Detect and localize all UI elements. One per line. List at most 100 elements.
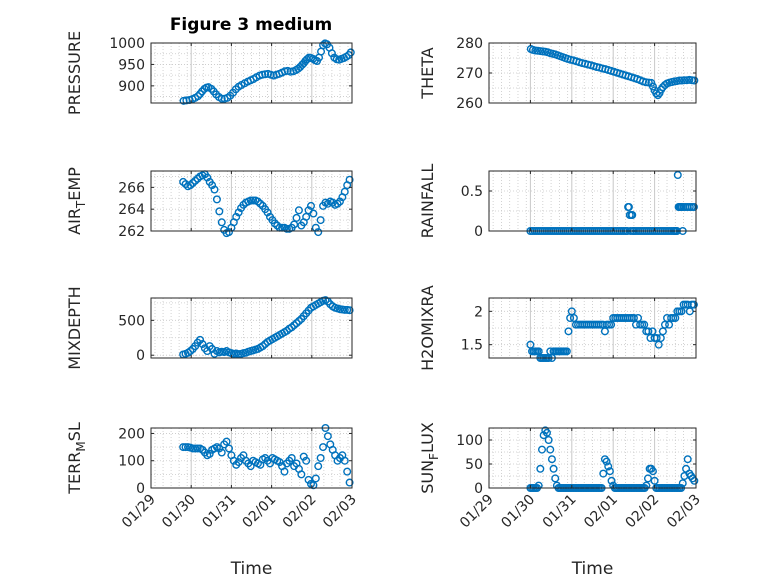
data-point [690,76,699,85]
x-axis-label: Time [571,559,614,579]
x-tick-label: 02/02 [623,492,663,532]
x-tick-label: 01/29 [119,492,159,532]
y-axis-label: TERRMSL [65,422,88,495]
data-point [224,228,233,237]
data-point [232,212,241,221]
data-point [253,197,262,206]
data-point [191,444,200,453]
data-point [217,94,226,103]
y-tick-label: 900 [118,79,145,95]
y-tick-label: 100 [456,433,483,449]
axes-box [150,427,353,489]
data-point [624,202,633,211]
data-point [273,221,282,230]
y-tick-label: 0.5 [461,184,483,200]
y-axis-label: SUNFLUX [418,422,441,494]
data-point [690,476,699,485]
data-point [605,467,614,476]
axes-box [150,170,353,232]
data-point [316,216,325,225]
data-point [234,208,243,217]
data-point [549,464,558,473]
data-point [249,196,258,205]
y-tick-label: 280 [456,36,483,52]
data-point [212,195,221,204]
y-tick-label: 1.5 [461,338,483,354]
y-tick-label: 0 [474,224,483,240]
data-point [215,444,224,453]
data-point [544,436,553,445]
subplot-theta: 260 270 280 THETA [418,36,699,112]
data-point [306,201,315,210]
subplot-sun-flux: 0 50 100 SUNFLUX 01/29 01/30 01/31 02/01 02/02 02… [418,422,704,579]
data-point [602,457,611,466]
data-point [650,476,659,485]
subplot-mixdepth: 0 500 MIXDEPTH [65,286,354,370]
subplot-air-temp: 262 264 266 AIRTEMP [65,167,354,240]
data-point [282,224,291,233]
data-point [340,456,349,465]
y-tick-label: 1000 [109,36,145,52]
data-point [534,481,543,490]
figure-title: Figure 3 medium [170,15,332,35]
data-point [319,443,328,452]
data-point [564,327,573,336]
data-point [275,458,284,467]
data-point [304,475,313,484]
data-point [680,76,689,85]
data-point [628,210,637,219]
data-point [673,170,682,179]
data-point [648,467,657,476]
y-tick-label: 50 [465,457,483,473]
data-point [261,70,270,79]
data-point [181,443,190,452]
data-point [333,199,342,208]
data-point [683,455,692,464]
data-point [270,219,279,228]
axes-box [488,170,697,232]
data-point [335,197,344,206]
data-point [689,202,698,211]
data-point [215,207,224,216]
subplot-pressure: 900 950 1000 PRESSURE [65,31,355,115]
data-point [292,213,301,222]
x-axis-label: Time [230,559,273,579]
y-tick-label: 200 [118,426,145,442]
y-tick-label: 266 [118,180,145,196]
data-point [258,70,267,79]
x-tick-label: 02/02 [280,492,320,532]
data-point [217,218,226,227]
data-point [186,347,195,356]
data-point [641,78,650,87]
subplot-rainfall: 0 0.5 RAINFALL [418,164,698,240]
data-point [607,476,616,485]
data-point [542,428,551,437]
data-point [547,455,556,464]
data-point [319,41,328,50]
axes-box [488,427,697,489]
data-point [217,448,226,457]
data-point [323,199,332,208]
data-point [179,177,188,186]
data-point [297,470,306,479]
y-tick-label: 270 [456,66,483,82]
data-point [311,474,320,483]
y-tick-label: 950 [118,57,145,73]
y-tick-label: 0 [474,481,483,497]
data-point [323,432,332,441]
x-tick-label: 01/30 [498,492,538,532]
axes-box [150,297,353,359]
data-point [229,456,238,465]
data-point [294,206,303,215]
data-point [299,452,308,461]
data-point [196,335,205,344]
data-point [604,462,613,471]
data-point [294,317,303,326]
data-point [210,185,219,194]
x-tick-label: 02/03 [664,492,704,532]
y-tick-label: 2 [474,304,483,320]
subplot-h2omixra: 1.5 2 H2OMIXRA [418,285,698,371]
y-tick-label: 0 [136,481,145,497]
data-point [222,437,231,446]
